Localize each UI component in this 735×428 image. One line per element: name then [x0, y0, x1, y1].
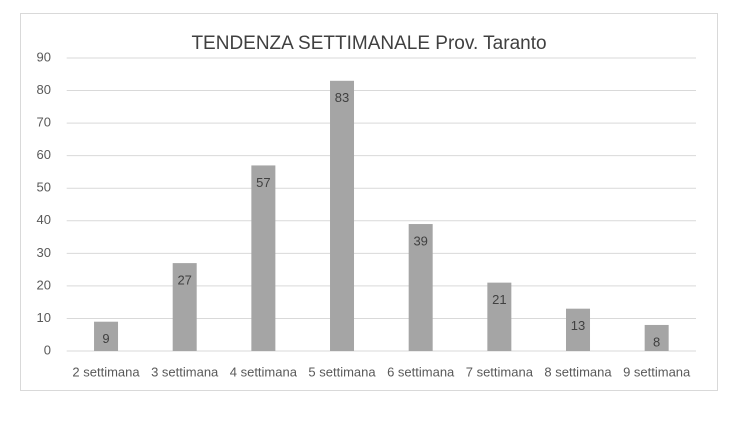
x-tick-label: 4 settimana [230, 364, 298, 379]
chart-title: TENDENZA SETTIMANALE Prov. Taranto [191, 33, 546, 54]
x-tick-label: 8 settimana [544, 364, 612, 379]
bar [408, 224, 433, 351]
data-label: 57 [256, 175, 270, 190]
chart-frame [20, 13, 718, 391]
x-tick-label: 3 settimana [151, 364, 219, 379]
data-label: 21 [492, 292, 506, 307]
data-label: 83 [335, 90, 349, 105]
y-tick-label: 50 [37, 180, 51, 195]
bar [94, 321, 119, 351]
bar [330, 80, 355, 352]
bar [172, 263, 197, 351]
y-tick-label: 90 [37, 49, 51, 64]
y-tick-label: 20 [37, 277, 51, 292]
y-tick-label: 10 [37, 310, 51, 325]
y-tick-label: 70 [37, 115, 51, 130]
data-label: 8 [653, 334, 660, 349]
y-tick-label: 60 [37, 147, 51, 162]
data-label: 9 [102, 331, 109, 346]
data-label: 39 [413, 233, 427, 248]
x-tick-label: 7 settimana [466, 364, 534, 379]
data-label: 13 [571, 318, 585, 333]
y-tick-label: 30 [37, 245, 51, 260]
x-tick-label: 5 settimana [308, 364, 376, 379]
bar [566, 308, 591, 351]
x-tick-label: 2 settimana [72, 364, 140, 379]
bar [487, 282, 512, 351]
x-tick-label: 9 settimana [623, 364, 691, 379]
y-tick-label: 80 [37, 82, 51, 97]
data-label: 27 [177, 273, 191, 288]
y-tick-label: 0 [44, 342, 51, 357]
bar [251, 165, 276, 351]
y-tick-label: 40 [37, 212, 51, 227]
x-tick-label: 6 settimana [387, 364, 455, 379]
bar [644, 324, 669, 351]
